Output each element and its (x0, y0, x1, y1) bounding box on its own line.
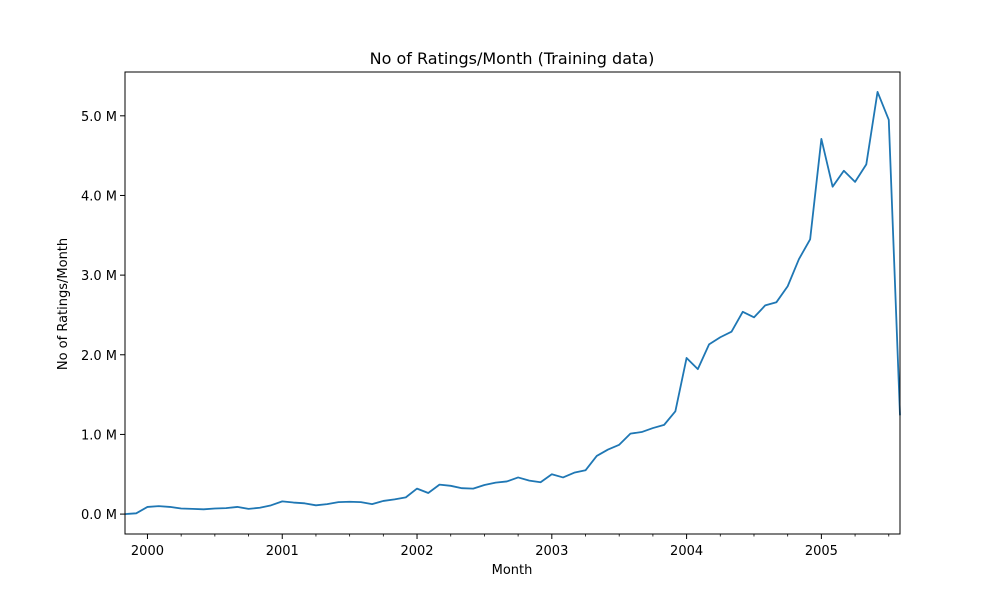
x-tick-label: 2003 (535, 544, 568, 559)
y-tick-label: 4.0 M (81, 189, 117, 204)
x-axis: 2000 2001 2002 2003 2004 2005 (131, 534, 890, 559)
x-tick-label: 2002 (400, 544, 433, 559)
chart-title: No of Ratings/Month (Training data) (370, 49, 655, 68)
y-tick-label: 5.0 M (81, 110, 117, 125)
y-tick-label: 1.0 M (81, 428, 117, 443)
x-tick-label: 2004 (670, 544, 703, 559)
y-axis-label: No of Ratings/Month (56, 238, 71, 370)
y-tick-label: 2.0 M (81, 349, 117, 364)
plot-frame (124, 71, 901, 535)
y-tick-label: 0.0 M (81, 508, 117, 523)
y-axis: 0.0 M 1.0 M 2.0 M 3.0 M 4.0 M 5.0 M (81, 110, 125, 523)
x-axis-label: Month (492, 563, 533, 578)
y-tick-label: 3.0 M (81, 269, 117, 284)
plot-area (124, 91, 901, 515)
x-tick-label: 2000 (131, 544, 164, 559)
x-tick-label: 2001 (266, 544, 299, 559)
x-tick-label: 2005 (805, 544, 838, 559)
series-line-0 (124, 91, 901, 515)
